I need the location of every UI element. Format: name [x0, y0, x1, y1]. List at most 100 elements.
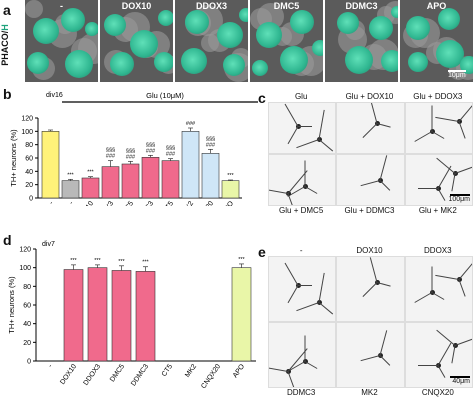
bar	[181, 131, 200, 199]
significance-label: ***	[67, 172, 74, 178]
bar	[111, 270, 132, 362]
fluorescent-cell	[280, 46, 308, 74]
y-tick-label: 0	[29, 196, 33, 203]
neurite	[437, 342, 452, 366]
neurite	[287, 193, 295, 205]
neurite	[284, 263, 299, 287]
neurite	[379, 329, 388, 356]
fluorescent-cell	[27, 52, 49, 74]
micrograph-caption: Glu + DDOX3	[413, 92, 463, 101]
fluorescent-cell	[381, 50, 398, 72]
y-tick-label: 100	[19, 265, 31, 272]
neurite	[304, 185, 318, 194]
significance-label: ###	[186, 121, 196, 127]
image-column: -	[25, 0, 98, 82]
neurite	[369, 103, 378, 124]
x-tick-label: CNQX20	[200, 363, 222, 390]
panel-e-grid: - DOX10 DDOX3 DDMC3 MK2 CNQX20 40μm	[268, 246, 473, 400]
fluorescent-cell	[408, 52, 428, 72]
phase-contrast-blob	[25, 0, 43, 18]
neurite	[455, 334, 472, 346]
neurite	[418, 188, 439, 190]
fluorescent-cell	[104, 14, 126, 36]
neurite	[458, 279, 466, 297]
x-tick-label: DOX10	[59, 363, 78, 386]
bar	[63, 269, 84, 362]
neurite	[436, 329, 456, 346]
scale-bar	[448, 70, 466, 72]
bar	[121, 163, 140, 199]
y-tick-label: 120	[21, 116, 33, 123]
neurite	[458, 257, 472, 280]
fluorescent-cell	[252, 60, 268, 76]
image-column: DOX10	[100, 0, 173, 82]
side-label-accent: H	[0, 24, 10, 31]
neurite	[379, 180, 391, 192]
x-tick-label: MK2	[184, 363, 198, 379]
significance-label: ***	[94, 258, 101, 264]
y-tick-label: 120	[19, 247, 31, 254]
neurite	[296, 301, 319, 312]
fluorescent-cell	[438, 8, 460, 30]
side-label-text: PHACO/	[0, 30, 10, 66]
micrograph-tile	[336, 154, 405, 206]
neurite	[451, 345, 456, 364]
scale-bar	[450, 376, 470, 378]
x-tick-label: DDMC3	[130, 363, 150, 387]
x-tick-label: DDOX3	[96, 200, 116, 206]
panel-d-chart: div7 0 20 40 60 80 100 120 TH+ neurons (%) - *** DO…	[7, 241, 256, 390]
bar	[141, 157, 160, 199]
neurite	[369, 257, 378, 283]
x-tick-label: CNQX20	[193, 200, 215, 206]
column-label: DOX10	[121, 1, 152, 11]
significance-label: ###	[146, 148, 156, 154]
neurite	[455, 162, 472, 174]
micrograph-caption: DDOX3	[424, 246, 452, 255]
bar	[101, 166, 120, 199]
panel-d-letter: d	[3, 232, 12, 248]
significance-label: ***	[118, 259, 125, 265]
fluorescent-cell	[110, 52, 134, 76]
significance-label: ***	[87, 170, 94, 176]
x-tick-label: DMC5	[118, 200, 135, 206]
fluorescent-cell	[460, 56, 473, 74]
neurite	[269, 367, 289, 373]
significance-label: ###	[126, 154, 136, 160]
neurite	[304, 361, 318, 370]
neurite	[287, 126, 299, 144]
neurite	[413, 131, 432, 142]
x-tick-label: -	[47, 363, 54, 369]
fluorescent-cell	[406, 16, 430, 40]
fluorescent-cell	[65, 50, 93, 78]
y-tick-label: 20	[25, 182, 33, 189]
neurite	[360, 354, 381, 361]
neurite	[318, 272, 325, 303]
bar	[231, 267, 252, 362]
bar	[221, 180, 240, 199]
scale-bar-label: 40μm	[450, 376, 470, 385]
neurite	[318, 138, 333, 152]
fluorescent-cell	[312, 40, 323, 56]
panel-b-letter: b	[3, 86, 12, 102]
micrograph-caption: Glu + DMC5	[279, 206, 324, 215]
fluorescent-cell	[345, 46, 373, 74]
micrograph-tile	[404, 102, 473, 154]
micrograph-caption: Glu	[294, 92, 308, 101]
significance-label: ***	[227, 173, 234, 179]
panel-a-scale: 10μm	[448, 70, 466, 79]
y-tick-label: 20	[23, 340, 31, 347]
significance-label: §§§	[166, 146, 175, 152]
y-tick-label: 80	[23, 284, 31, 291]
significance-label: §§§	[146, 142, 155, 148]
bar	[81, 177, 100, 199]
neurite	[318, 109, 325, 140]
x-tick-label: DMC5	[109, 363, 126, 383]
x-tick-label: APO	[232, 363, 247, 380]
panel-e-letter: e	[258, 244, 266, 260]
panel-a-letter: a	[3, 2, 11, 18]
neurite	[435, 274, 459, 280]
neurite	[437, 188, 446, 202]
fluorescent-cell	[369, 16, 393, 40]
neurite	[431, 131, 444, 139]
column-label: DDMC3	[345, 1, 378, 11]
